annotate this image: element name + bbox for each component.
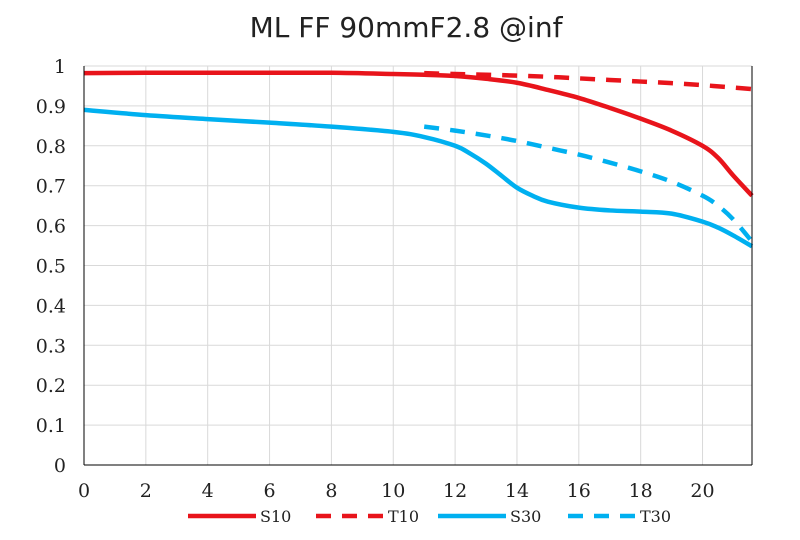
x-tick-label: 18: [629, 480, 653, 502]
legend-label-s10: S10: [260, 507, 291, 526]
y-tick-label: 0: [54, 455, 66, 477]
y-tick-label: 0.6: [36, 216, 66, 238]
legend-label-s30: S30: [510, 507, 541, 526]
legend: S10 T10 S30 T30: [188, 507, 671, 526]
series-line-t30: [423, 124, 754, 244]
series-line-s10: [83, 70, 754, 198]
x-tick-label: 12: [443, 480, 467, 502]
x-tick-label: 4: [202, 480, 214, 502]
y-tick-label: 0.7: [36, 176, 66, 198]
y-tick-label: 0.4: [36, 295, 66, 317]
legend-label-t10: T10: [388, 507, 419, 526]
y-tick-label: 0.3: [36, 335, 66, 357]
legend-label-t30: T30: [640, 507, 671, 526]
x-tick-label: 20: [690, 480, 714, 502]
x-tick-label: 14: [505, 480, 529, 502]
grid: [84, 65, 752, 465]
series-lines: [83, 70, 754, 249]
y-tick-label: 0.2: [36, 375, 66, 397]
y-tick-label: 0.9: [36, 96, 66, 118]
x-tick-label: 16: [567, 480, 591, 502]
y-tick-label: 0.1: [36, 415, 66, 437]
series-line-s30: [83, 107, 754, 249]
y-tick-label: 1: [54, 56, 66, 78]
y-tick-label: 0.5: [36, 256, 66, 278]
x-tick-label: 2: [140, 480, 152, 502]
series-line-t10: [424, 70, 753, 92]
x-tick-label: 6: [264, 480, 276, 502]
axes: [83, 66, 753, 466]
x-tick-label: 8: [325, 480, 337, 502]
x-tick-label: 10: [381, 480, 405, 502]
chart-title: ML FF 90mmF2.8 @inf: [250, 11, 564, 44]
tick-labels: 0 2 4 6 8 10 12 14 16 18 20 0 0.1 0.2 0.3 0.4 0.5 0.6 0.7 0…: [36, 56, 715, 502]
x-tick-label: 0: [78, 480, 90, 502]
y-tick-label: 0.8: [36, 136, 66, 158]
